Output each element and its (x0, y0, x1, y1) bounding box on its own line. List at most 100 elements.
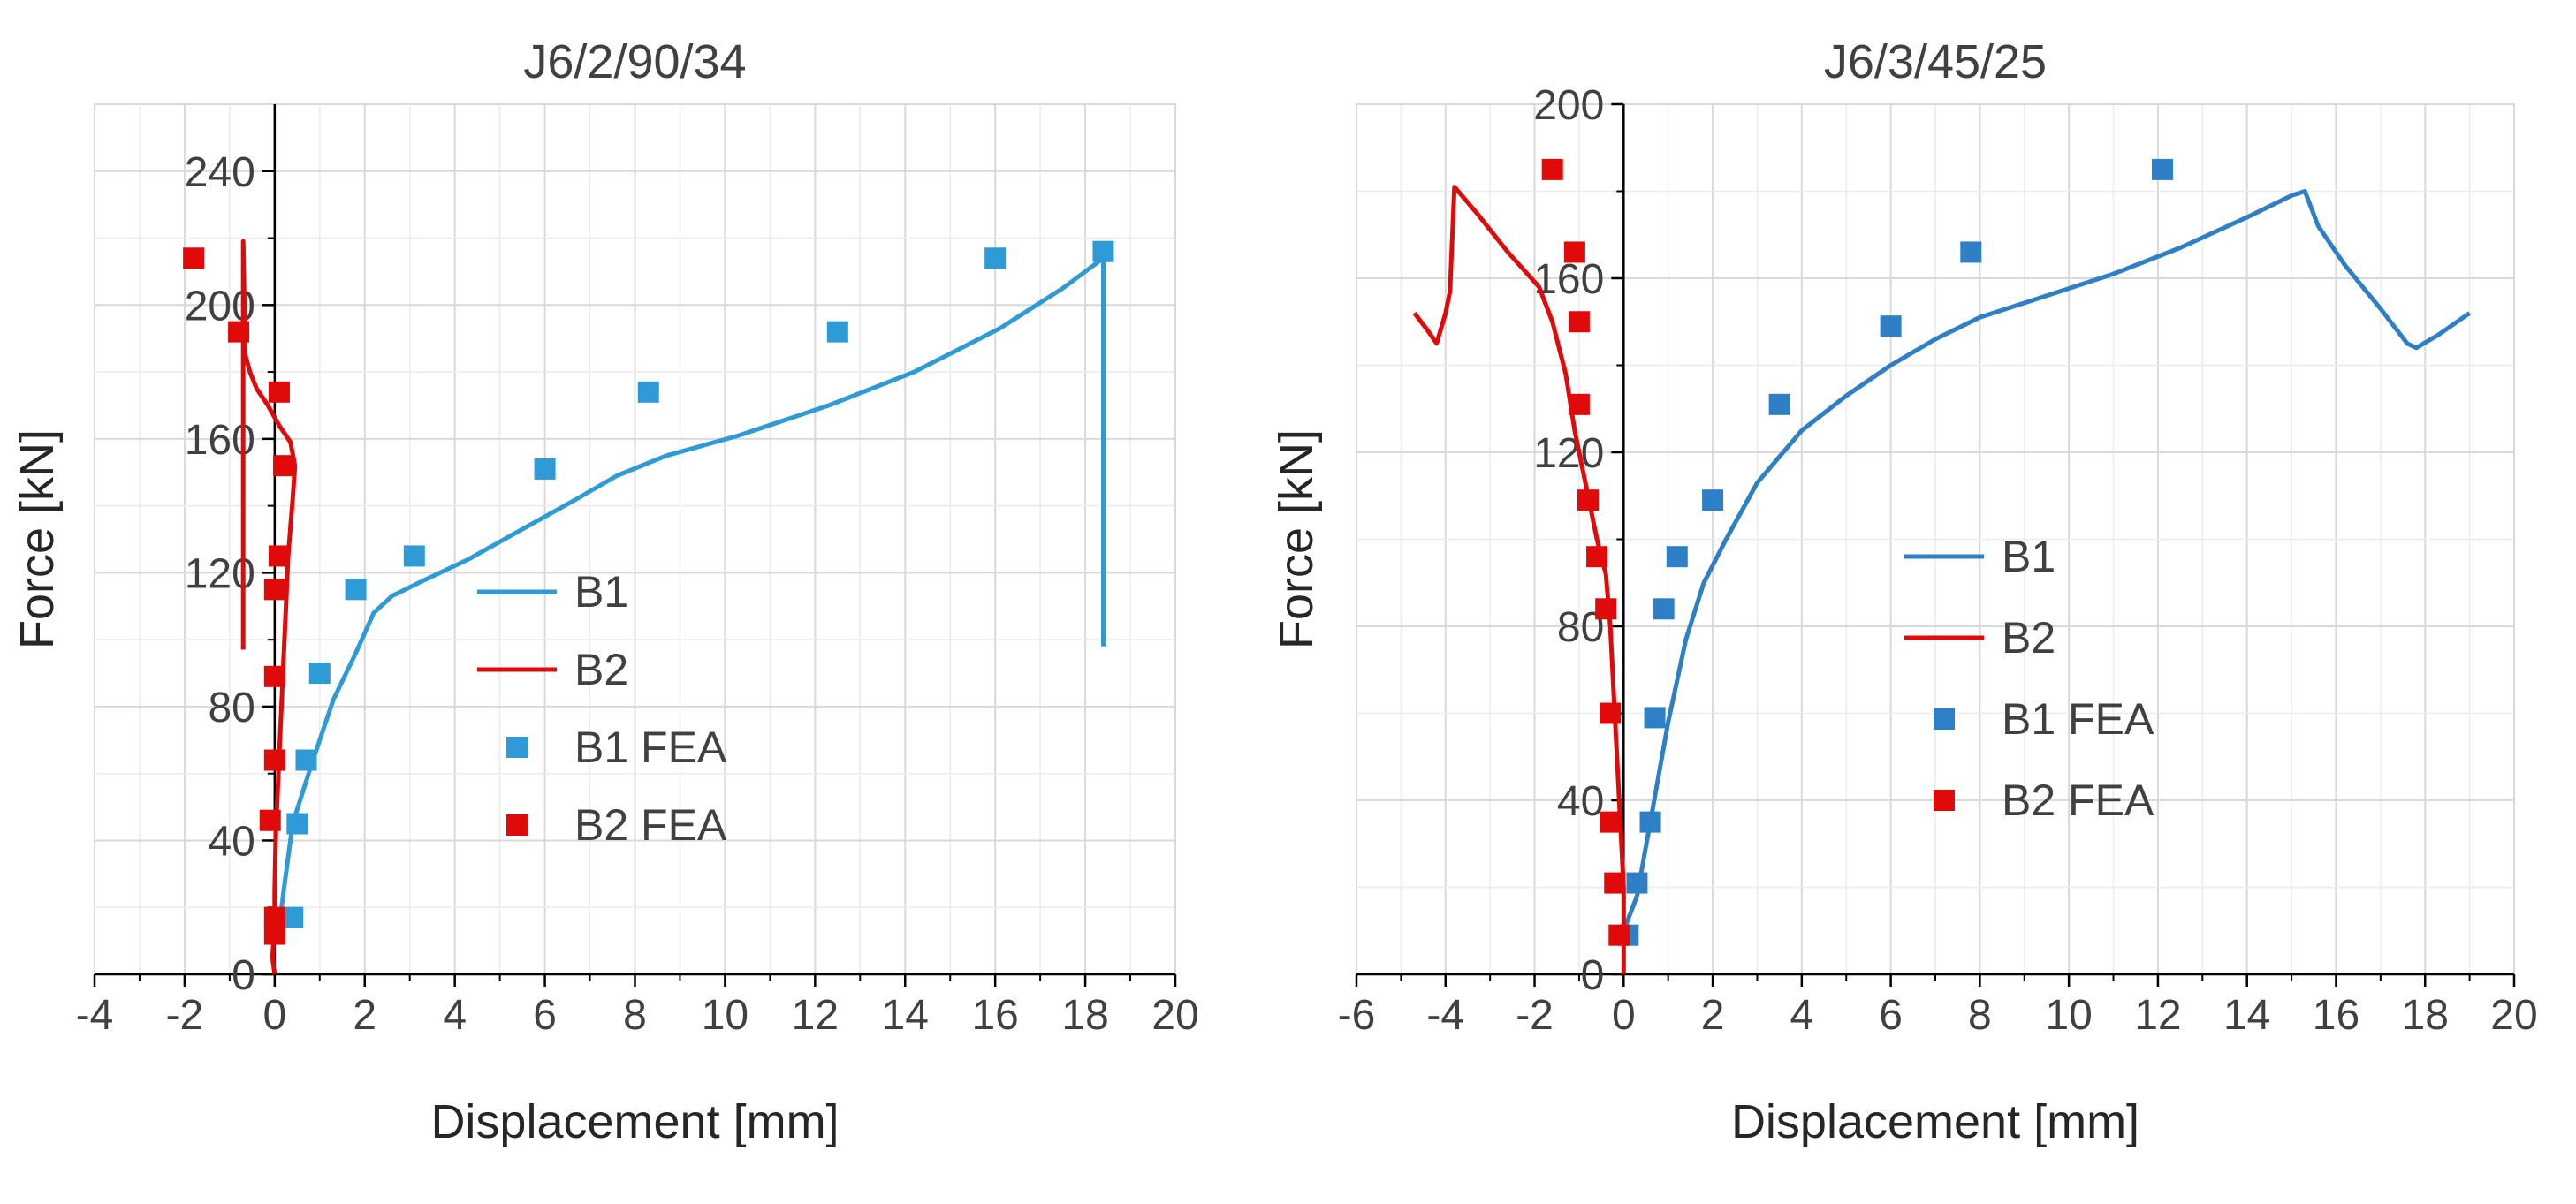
x-tick-label: 2 (1701, 992, 1725, 1039)
x-tick-label: 6 (1879, 992, 1903, 1039)
data-point-b1-fea (534, 458, 556, 480)
data-point-b2-fea (1595, 598, 1617, 620)
y-tick-label: 0 (232, 952, 255, 999)
x-tick-label: 16 (971, 992, 1018, 1039)
x-tick-label: 14 (2223, 992, 2270, 1039)
x-tick-label: 8 (623, 992, 647, 1039)
data-point-b1-fea (1092, 240, 1114, 262)
legend-label: B1 FEA (574, 723, 727, 772)
y-tick-label: 0 (1581, 952, 1605, 999)
y-axis-title: Force [kN] (1270, 429, 1323, 649)
data-point-b2-fea (263, 749, 285, 771)
data-point-b1-fea (1644, 707, 1666, 729)
data-point-b1-fea (345, 579, 367, 601)
x-tick-label: 8 (1968, 992, 1992, 1039)
x-axis-title: Displacement [mm] (430, 1095, 839, 1148)
data-point-b1-fea (637, 381, 659, 403)
data-point-b1-fea (2151, 158, 2173, 180)
legend-label: B2 (2002, 613, 2055, 663)
series-line-b1 (277, 249, 1106, 928)
x-tick-label: 0 (262, 992, 286, 1039)
legend-marker-swatch (506, 814, 528, 836)
x-tick-label: -2 (166, 992, 204, 1039)
x-tick-label: 20 (2490, 992, 2537, 1039)
data-point-b2-fea (1577, 489, 1599, 511)
data-point-b2-fea (1563, 241, 1585, 263)
data-point-b2-fea (1600, 702, 1622, 724)
data-point-b1-fea (1626, 872, 1648, 894)
data-point-b1-fea (1639, 811, 1661, 833)
legend-label: B1 (574, 567, 628, 617)
y-tick-label: 160 (1533, 256, 1604, 303)
data-point-b1-fea (1880, 315, 1902, 337)
chart-title: J6/2/90/34 (523, 35, 746, 88)
x-tick-label: 20 (1151, 992, 1198, 1039)
data-point-b2-fea (268, 381, 290, 403)
data-point-b2-fea (228, 321, 250, 343)
x-tick-label: 0 (1612, 992, 1636, 1039)
y-tick-label: 40 (208, 818, 255, 865)
legend-label: B1 FEA (2002, 694, 2154, 744)
data-point-b1-fea (403, 545, 425, 567)
chart-2: -6 -4 -2 0 2 4 6 8 10 12 14 16 18 2004080120160200J6/… (1270, 35, 2538, 1148)
data-point-b2-fea (1568, 393, 1590, 415)
x-tick-label: 10 (2045, 992, 2092, 1039)
data-point-b1-fea (1768, 393, 1790, 415)
x-tick-label: 12 (2134, 992, 2181, 1039)
legend-marker-swatch (1934, 708, 1955, 730)
x-tick-label: 14 (882, 992, 929, 1039)
legend-marker-swatch (1934, 790, 1955, 811)
data-point-b2-fea (1586, 546, 1608, 568)
data-point-b2-fea (263, 579, 285, 601)
x-tick-label: 12 (792, 992, 839, 1039)
x-tick-label: 6 (533, 992, 557, 1039)
legend-label: B2 FEA (2002, 776, 2154, 825)
x-tick-label: -2 (1516, 992, 1554, 1039)
legend-label: B2 (574, 645, 628, 694)
legend-label: B1 (2002, 532, 2055, 581)
data-point-b1-fea (295, 749, 317, 771)
data-point-b1-fea (1702, 489, 1724, 511)
data-point-b1-fea (1960, 241, 1982, 263)
data-point-b2-fea (263, 923, 285, 945)
data-point-b2-fea (268, 545, 290, 567)
series-line-b1 (1621, 189, 2472, 932)
data-point-b2-fea (1568, 311, 1590, 333)
legend: B1 B2 B1 FEA B2 FEA (1904, 532, 2154, 825)
data-point-b1-fea (984, 247, 1007, 269)
y-tick-label: 80 (208, 685, 255, 731)
y-tick-label: 40 (1557, 778, 1604, 825)
chart-1: -4 -2 0 2 4 6 8 10 12 14 16 18 2004080120160200240J6… (11, 35, 1199, 1148)
legend-label: B2 FEA (574, 800, 727, 850)
x-tick-label: 16 (2313, 992, 2359, 1039)
data-point-b1-fea (286, 813, 308, 835)
x-tick-label: 2 (353, 992, 376, 1039)
data-point-b2-fea (183, 247, 205, 269)
data-point-b2-fea (1600, 811, 1622, 833)
data-point-b1-fea (1666, 546, 1688, 568)
x-axis-title: Displacement [mm] (1731, 1095, 2139, 1148)
x-tick-label: 18 (1061, 992, 1108, 1039)
x-tick-label: 10 (702, 992, 748, 1039)
y-tick-label: 120 (1533, 430, 1604, 477)
data-point-b2-fea (263, 665, 285, 687)
legend-marker-swatch (506, 737, 528, 758)
data-point-b1-fea (282, 906, 304, 928)
y-axis-title: Force [kN] (11, 429, 64, 649)
x-tick-label: -4 (76, 992, 114, 1039)
x-tick-label: -6 (1338, 992, 1376, 1039)
data-point-b2-fea (259, 809, 281, 831)
data-point-b1-fea (826, 321, 848, 343)
data-point-b1-fea (1653, 598, 1675, 620)
data-point-b2-fea (273, 455, 295, 477)
legend: B1 B2 B1 FEA B2 FEA (477, 567, 727, 850)
data-point-b2-fea (1604, 872, 1626, 894)
data-point-b2-fea (1608, 924, 1630, 946)
x-tick-label: -4 (1426, 992, 1464, 1039)
y-tick-label: 200 (1533, 82, 1604, 129)
chart-title: J6/3/45/25 (1824, 35, 2047, 88)
x-tick-label: 4 (1790, 992, 1813, 1039)
series-line-b2 (1412, 185, 1626, 974)
x-tick-label: 18 (2402, 992, 2449, 1039)
